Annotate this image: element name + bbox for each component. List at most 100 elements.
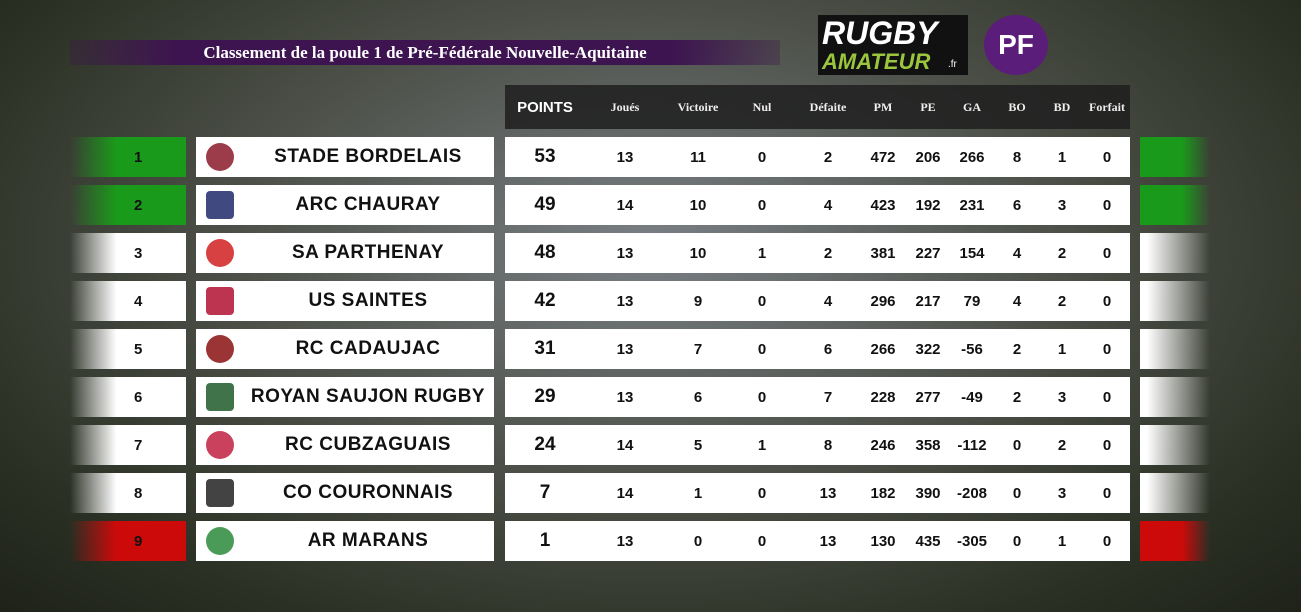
row-cap	[1140, 281, 1210, 321]
rank: 6	[70, 377, 186, 417]
stat: 1	[693, 484, 703, 502]
points: 7	[539, 482, 551, 503]
row-cap	[1140, 521, 1210, 561]
points: 53	[534, 146, 556, 167]
stat: 4	[823, 292, 833, 310]
stat: 1	[1057, 148, 1067, 166]
stat: 0	[1102, 244, 1112, 262]
rank: 1	[70, 137, 186, 177]
points: 48	[534, 242, 556, 263]
stats-row	[505, 233, 1130, 273]
team-name: SA PARTHENAY	[242, 233, 494, 273]
team-logo-shape	[206, 479, 234, 507]
team-name: AR MARANS	[242, 521, 494, 561]
row-cap	[1140, 185, 1210, 225]
stat: 8	[1012, 148, 1022, 166]
team-logo-shape	[206, 287, 234, 315]
stat: 11	[690, 148, 706, 166]
stat: 1	[1057, 532, 1067, 550]
stat: 277	[915, 388, 941, 406]
column-header: Nul	[752, 99, 772, 114]
stat: 3	[1057, 484, 1067, 502]
stat: 0	[757, 196, 767, 214]
stat: 0	[1102, 196, 1112, 214]
stat: 0	[1012, 484, 1022, 502]
logo: RUGBY AMATEUR .fr	[818, 15, 968, 75]
stat: 2	[823, 148, 833, 166]
stat: 79	[963, 292, 981, 310]
stat: 7	[693, 340, 703, 358]
stat: 0	[1102, 436, 1112, 454]
stat: 0	[1102, 148, 1112, 166]
stat: 14	[616, 484, 634, 502]
stat: 381	[870, 244, 896, 262]
stats-row	[505, 185, 1130, 225]
team-name: ARC CHAURAY	[242, 185, 494, 225]
stat: 13	[616, 532, 634, 550]
stats-row	[505, 473, 1130, 513]
title: Classement de la poule 1 de Pré-Fédérale…	[70, 40, 780, 65]
stat: 296	[870, 292, 896, 310]
row-cap	[1140, 233, 1210, 273]
stat: 8	[823, 436, 833, 454]
stat: 266	[870, 340, 896, 358]
stat: 9	[693, 292, 703, 310]
stat: 206	[915, 148, 941, 166]
stat: 3	[1057, 196, 1067, 214]
stat: 6	[823, 340, 833, 358]
stat: 227	[915, 244, 941, 262]
points: 31	[534, 338, 556, 359]
team-name: STADE BORDELAIS	[242, 137, 494, 177]
stat: -56	[961, 340, 983, 358]
stat: 154	[959, 244, 985, 262]
points: 49	[534, 194, 556, 215]
stat: -208	[956, 484, 988, 502]
team-logo-shape	[206, 239, 234, 267]
row-cap	[1140, 329, 1210, 369]
stat: 4	[1012, 292, 1022, 310]
stat: 231	[959, 196, 985, 214]
stat: -305	[956, 532, 988, 550]
stat: 322	[915, 340, 941, 358]
stat: 217	[915, 292, 941, 310]
stat: 246	[870, 436, 896, 454]
stat: 2	[1012, 388, 1022, 406]
stat: 192	[915, 196, 941, 214]
stat: 0	[1012, 532, 1022, 550]
stat: 0	[1102, 484, 1112, 502]
stat: 7	[823, 388, 833, 406]
rank: 9	[70, 521, 186, 561]
stat: 14	[616, 196, 634, 214]
team-name: ROYAN SAUJON RUGBY	[242, 377, 494, 417]
stats-row	[505, 137, 1130, 177]
header-row	[505, 85, 1130, 129]
stat: 0	[1012, 436, 1022, 454]
stat: 423	[870, 196, 896, 214]
stat: 0	[693, 532, 703, 550]
stat: 3	[1057, 388, 1067, 406]
stat: 228	[870, 388, 896, 406]
stat: -112	[957, 436, 987, 454]
column-header: POINTS	[517, 98, 573, 116]
stat: 6	[693, 388, 703, 406]
stats-row	[505, 521, 1130, 561]
stat: 472	[870, 148, 896, 166]
stat: 2	[1057, 436, 1067, 454]
stat: 13	[616, 244, 634, 262]
stat: 2	[1012, 340, 1022, 358]
stat: 6	[1012, 196, 1022, 214]
stat: 130	[870, 532, 896, 550]
column-header: Victoire	[677, 99, 719, 114]
stat: 390	[915, 484, 941, 502]
stat: 13	[616, 388, 634, 406]
stat: 10	[689, 196, 707, 214]
stat: 13	[819, 532, 837, 550]
logo-suffix: .fr	[948, 59, 957, 70]
stat: 13	[616, 340, 634, 358]
points: 24	[534, 434, 556, 455]
rank: 3	[70, 233, 186, 273]
stats-row	[505, 377, 1130, 417]
badge: PF	[984, 15, 1048, 75]
column-header: PM	[873, 99, 893, 114]
